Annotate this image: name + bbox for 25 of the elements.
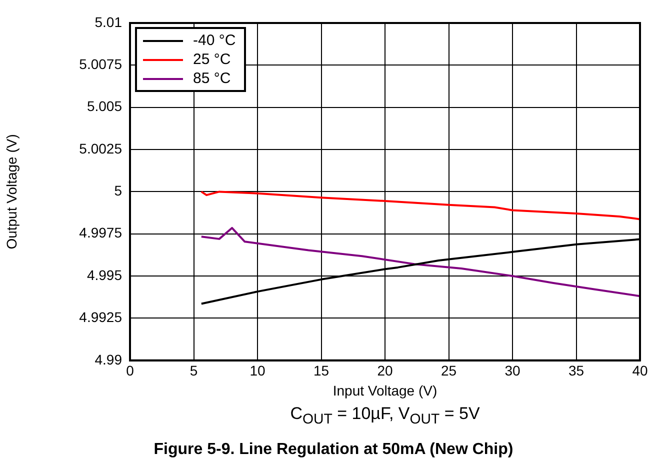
x-tick-label: 20 xyxy=(377,362,393,379)
x-tick-label: 0 xyxy=(126,362,134,379)
x-tick-label: 40 xyxy=(632,362,648,379)
legend-label: 25 °C xyxy=(193,50,231,69)
y-tick-label: 5.0075 xyxy=(79,56,122,72)
y-tick-label: 4.99 xyxy=(94,351,122,368)
x-axis-title: Input Voltage (V) xyxy=(332,382,438,398)
y-tick-label: 5.0025 xyxy=(79,140,122,156)
text: Figure 5-9. Line Regulation at 50mA (New Chip) xyxy=(152,441,514,460)
legend-label: -40 °C xyxy=(193,31,236,50)
y-tick-label: 5 xyxy=(114,182,122,199)
x-tick-label: 15 xyxy=(313,362,330,379)
y-axis-title: Output Voltage (V) xyxy=(3,134,20,250)
x-tick-label: 5 xyxy=(190,362,198,379)
x-tick-label: 30 xyxy=(504,362,520,379)
y-tick-label: 4.995 xyxy=(86,266,122,283)
x-tick-label: 35 xyxy=(568,362,584,379)
text: C$_{OUT}$ = 10µF, V$_{OUT}$ = 5V xyxy=(289,404,481,428)
y-tick-label: 4.9975 xyxy=(79,224,122,241)
legend-label: 85 °C xyxy=(193,69,231,88)
y-tick-label: 4.9925 xyxy=(79,309,122,326)
y-tick-label: 5.01 xyxy=(94,14,122,30)
y-tick-label: 5.005 xyxy=(86,98,122,114)
x-tick-label: 10 xyxy=(250,362,266,379)
x-tick-label: 25 xyxy=(440,362,457,379)
